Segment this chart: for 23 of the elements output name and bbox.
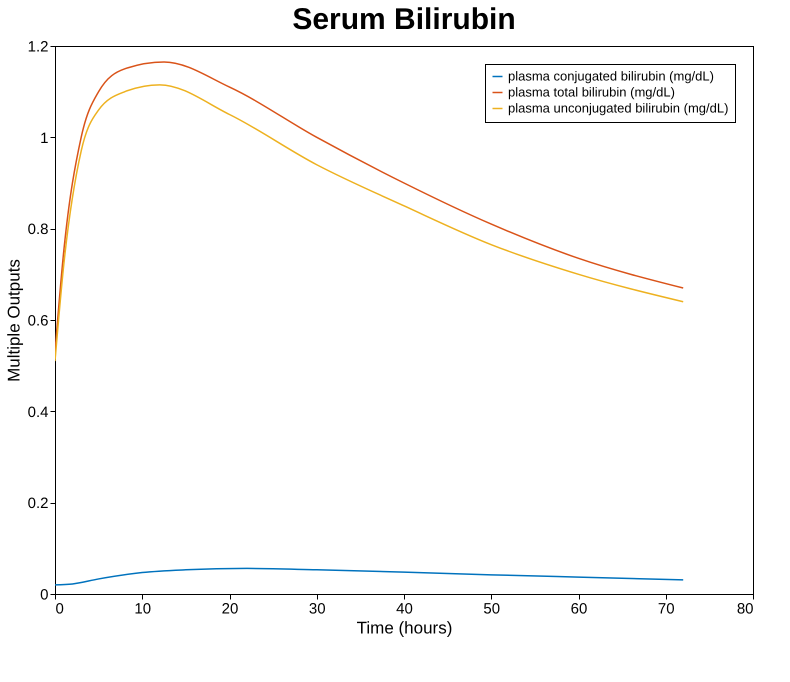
x-tick-label: 20 <box>222 600 238 618</box>
x-tick-label: 80 <box>736 600 754 618</box>
x-tick-label: 0 <box>56 600 64 618</box>
y-tick-label: 0.8 <box>28 221 48 238</box>
x-tick-label: 60 <box>570 600 588 618</box>
legend-label: plasma total bilirubin (mg/dL) <box>508 84 675 100</box>
x-tick-label: 70 <box>658 600 675 618</box>
legend-label: plasma unconjugated bilirubin (mg/dL) <box>508 100 728 116</box>
x-tick-label: 10 <box>134 600 152 618</box>
y-tick-label: 0 <box>40 586 48 604</box>
legend-label: plasma conjugated bilirubin (mg/dL) <box>508 68 714 84</box>
x-tick-label: 50 <box>483 600 500 618</box>
chart-title: Serum Bilirubin <box>292 3 516 36</box>
y-tick-label: 0.4 <box>28 404 48 421</box>
y-tick-label: 1.2 <box>28 38 48 56</box>
x-tick-label: 40 <box>396 600 413 618</box>
y-axis-title: Multiple Outputs <box>4 259 24 382</box>
y-tick-label: 1 <box>40 130 48 147</box>
y-tick-label: 0.6 <box>28 312 48 330</box>
x-tick-label: 30 <box>308 600 326 618</box>
y-tick-label: 0.2 <box>28 495 48 512</box>
line-series <box>55 568 684 586</box>
x-axis-title: Time (hours) <box>356 618 452 638</box>
